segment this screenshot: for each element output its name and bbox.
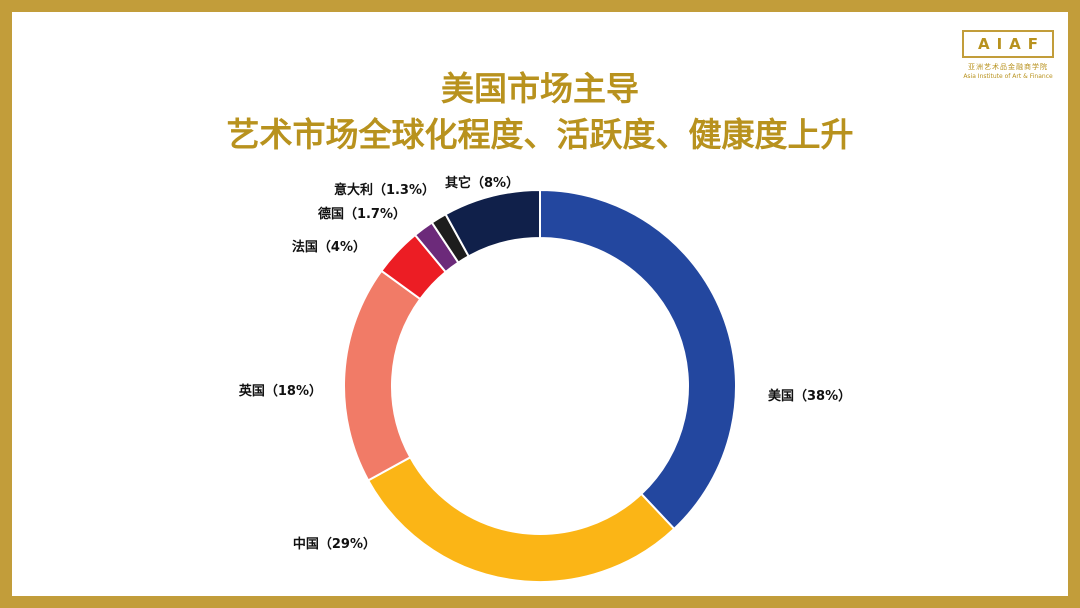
aiaf-logo: AIAF 亚洲艺术品金融商学院 Asia Institute of Art & … [956,30,1060,80]
logo-name-en: Asia Institute of Art & Finance [963,73,1053,80]
slice-label: 美国（38%） [768,388,851,404]
slice-label: 德国（1.7%） [318,206,406,222]
logo-mark: AIAF [962,30,1054,58]
slice-label: 其它（8%） [445,175,519,191]
donut-slice [366,455,676,583]
chart-title: 美国市场主导 [441,69,639,108]
donut-slice [539,188,737,531]
logo-name-cn: 亚洲艺术品金融商学院 [968,63,1048,71]
slice-label: 意大利（1.3%） [334,182,435,198]
slice-label: 法国（4%） [292,239,366,255]
chart-subtitle: 艺术市场全球化程度、活跃度、健康度上升 [226,115,854,154]
slice-label: 中国（29%） [293,536,376,552]
slice-label: 英国（18%） [238,383,322,399]
donut-slice [444,188,541,258]
donut-slice [343,269,422,482]
slide: 美国市场主导 艺术市场全球化程度、活跃度、健康度上升 AIAF 亚洲艺术品金融商… [12,12,1068,596]
